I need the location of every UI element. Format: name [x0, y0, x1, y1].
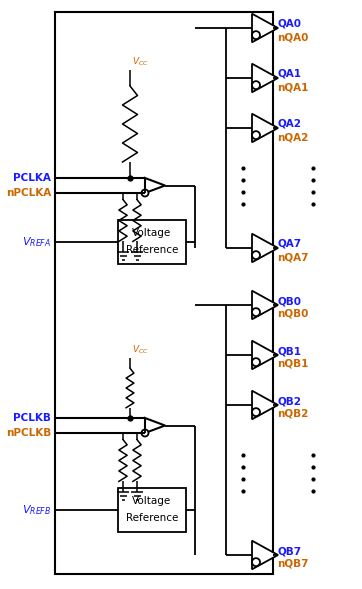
Text: nQA0: nQA0 — [277, 32, 308, 42]
Text: QB0: QB0 — [277, 296, 301, 306]
Circle shape — [252, 31, 260, 39]
Polygon shape — [252, 541, 278, 570]
Text: $V_{CC}$: $V_{CC}$ — [132, 343, 149, 356]
Circle shape — [252, 251, 260, 259]
Circle shape — [252, 81, 260, 89]
Text: nPCLKA: nPCLKA — [6, 188, 51, 198]
Circle shape — [142, 190, 148, 197]
Circle shape — [252, 358, 260, 366]
Text: Reference: Reference — [126, 245, 178, 255]
Polygon shape — [252, 234, 278, 262]
Polygon shape — [252, 340, 278, 369]
Circle shape — [252, 408, 260, 416]
Bar — [55, 12, 273, 574]
Text: $V_{REFA}$: $V_{REFA}$ — [22, 235, 51, 249]
Text: Reference: Reference — [126, 513, 178, 523]
Text: PCLKA: PCLKA — [13, 173, 51, 183]
Text: QA7: QA7 — [277, 239, 301, 249]
Polygon shape — [252, 14, 278, 42]
Circle shape — [142, 429, 148, 436]
Text: Voltage: Voltage — [132, 228, 172, 238]
Text: nQA1: nQA1 — [277, 82, 308, 92]
Bar — [118, 220, 186, 264]
Text: nQB2: nQB2 — [277, 409, 308, 419]
Circle shape — [252, 558, 260, 566]
Text: nQB7: nQB7 — [277, 559, 308, 569]
Polygon shape — [145, 178, 165, 193]
Text: QA2: QA2 — [277, 119, 301, 129]
Text: nQA7: nQA7 — [277, 252, 308, 262]
Text: Voltage: Voltage — [132, 496, 172, 506]
Text: QB1: QB1 — [277, 346, 301, 356]
Bar — [118, 488, 186, 532]
Text: nQB1: nQB1 — [277, 359, 308, 369]
Polygon shape — [252, 391, 278, 419]
Text: $V_{REFB}$: $V_{REFB}$ — [22, 503, 51, 517]
Text: nQB0: nQB0 — [277, 309, 308, 319]
Text: QB2: QB2 — [277, 396, 301, 406]
Polygon shape — [145, 418, 165, 433]
Circle shape — [252, 308, 260, 316]
Text: $V_{CC}$: $V_{CC}$ — [132, 55, 149, 68]
Text: nQA2: nQA2 — [277, 132, 308, 142]
Polygon shape — [252, 64, 278, 92]
Text: nPCLKB: nPCLKB — [6, 428, 51, 438]
Text: PCLKB: PCLKB — [13, 413, 51, 423]
Text: QB7: QB7 — [277, 546, 301, 556]
Circle shape — [252, 131, 260, 139]
Text: QA0: QA0 — [277, 19, 301, 29]
Polygon shape — [252, 114, 278, 143]
Text: QA1: QA1 — [277, 69, 301, 79]
Polygon shape — [252, 291, 278, 319]
